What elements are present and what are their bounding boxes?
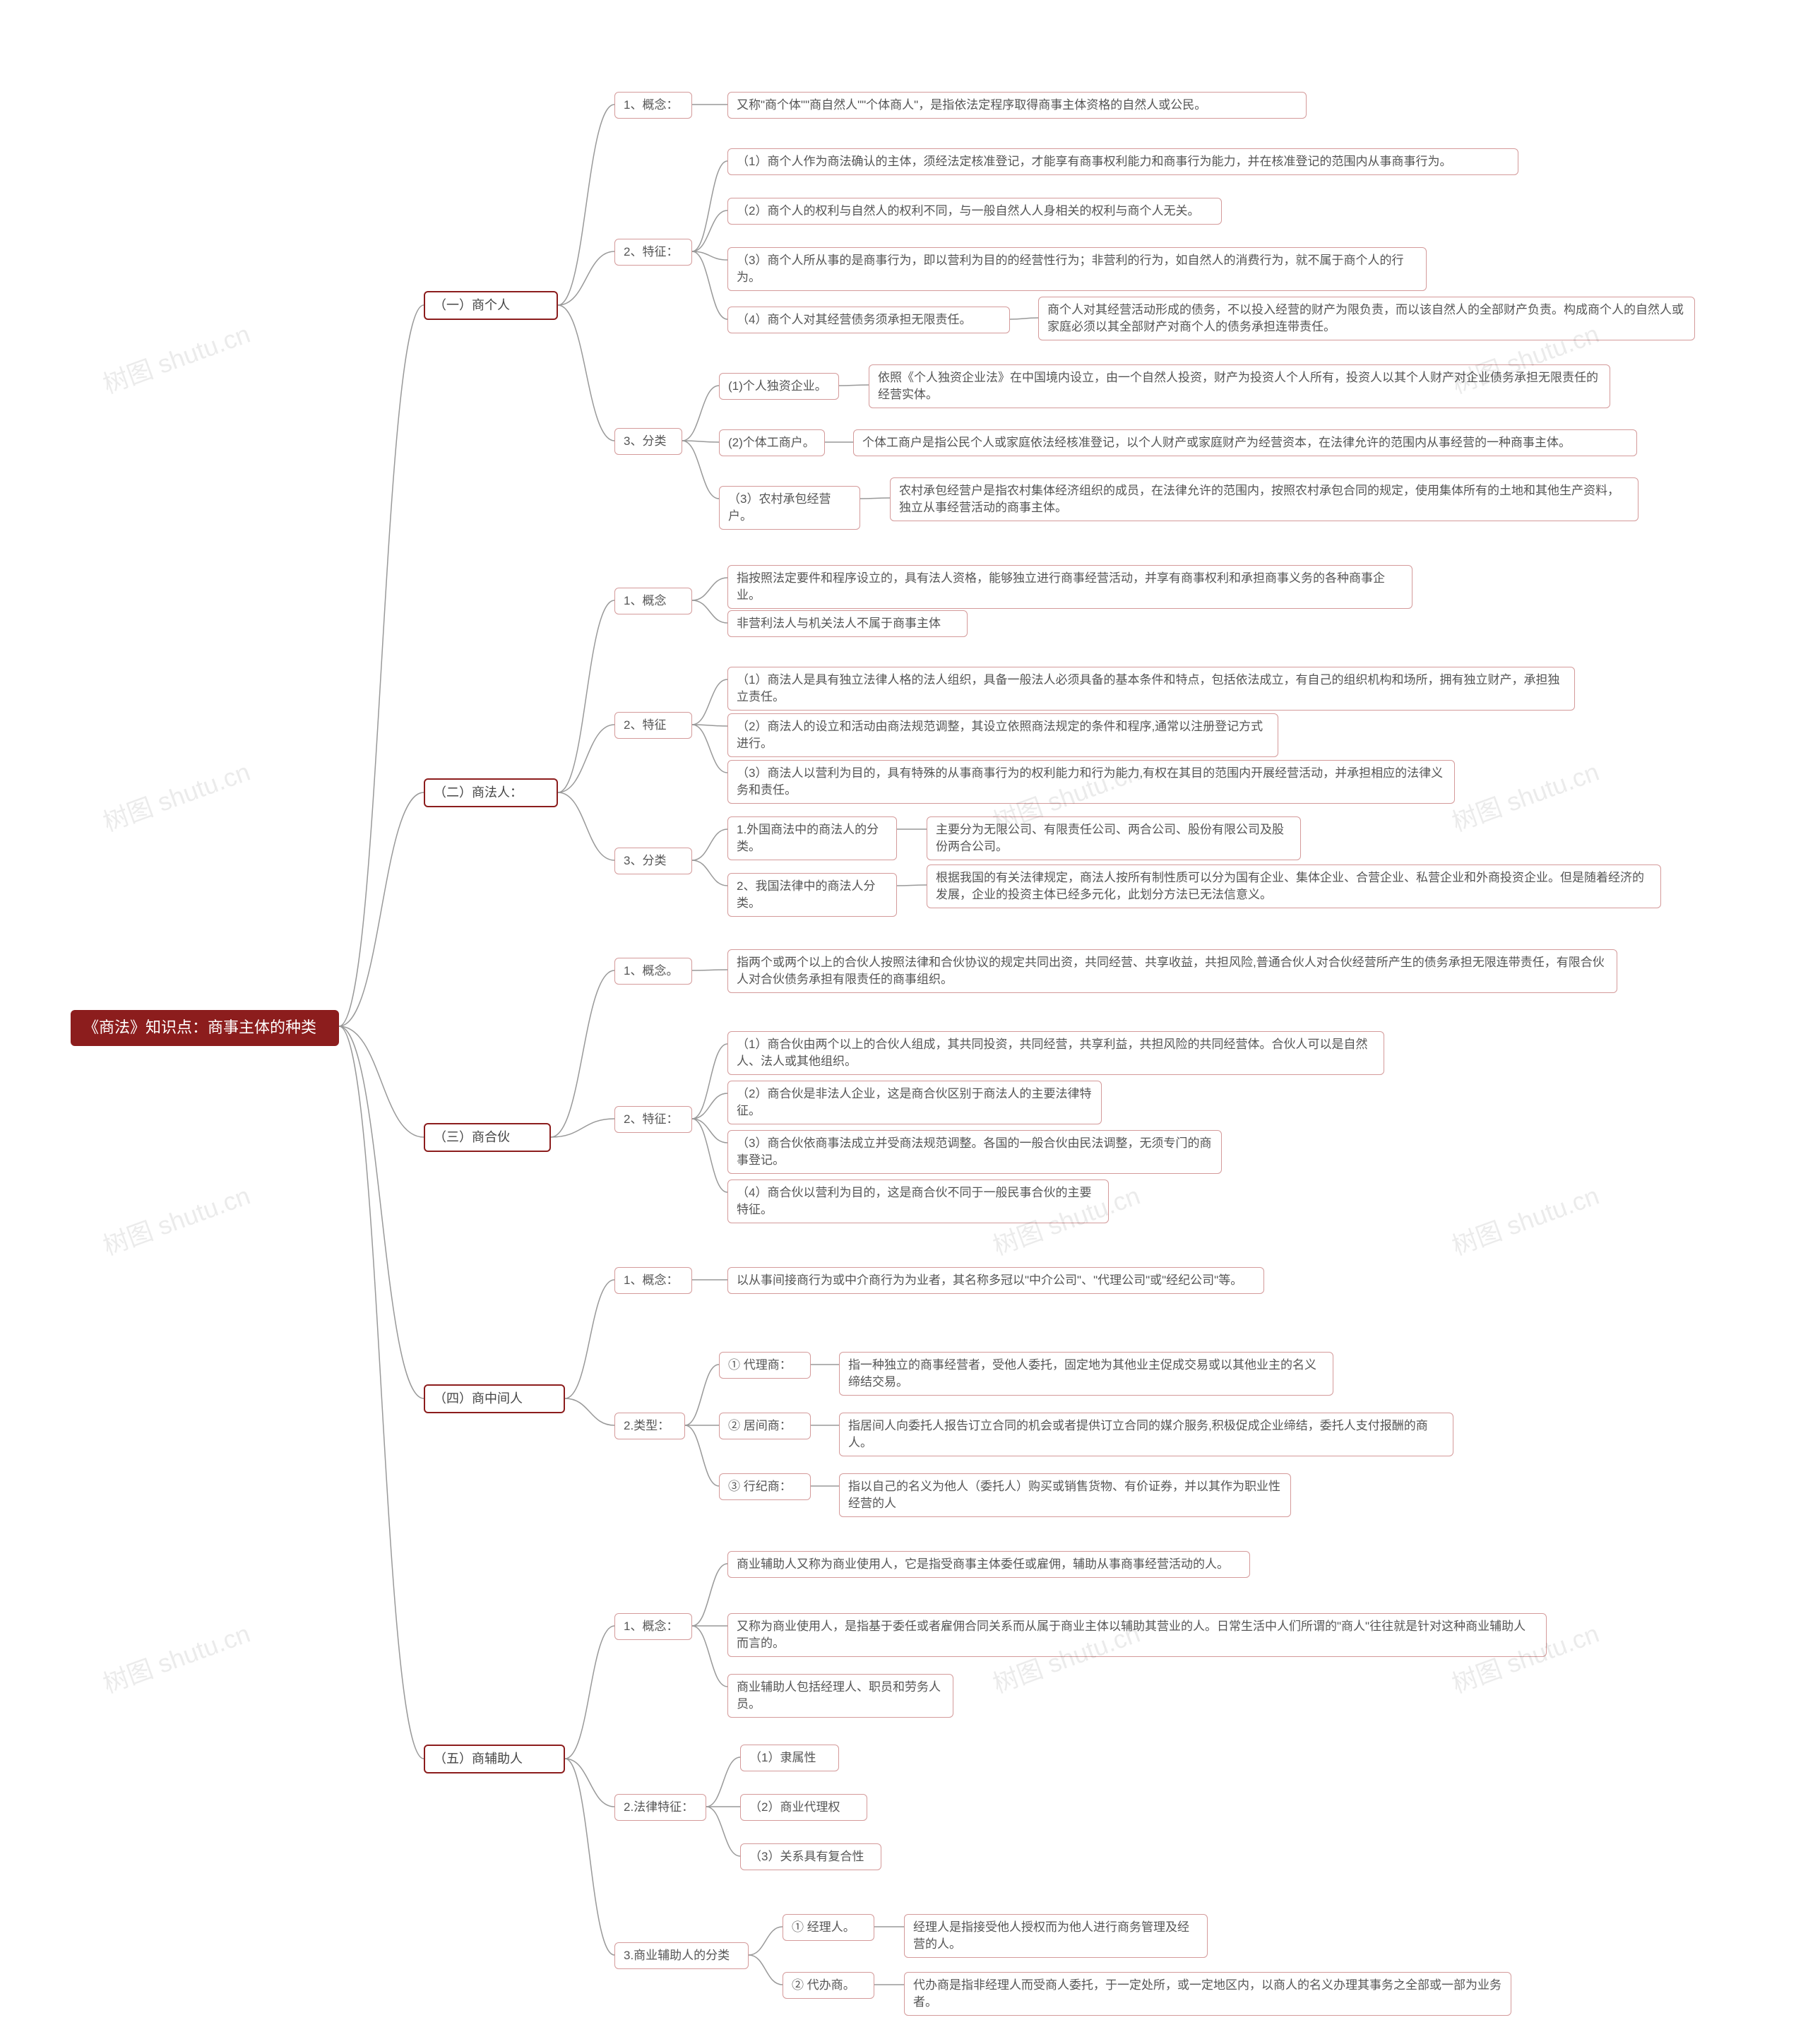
node-n1_3: 3、分类 <box>614 428 682 455</box>
node-n3_1a: 指两个或两个以上的合伙人按照法律和合伙协议的规定共同出资，共同经营、共享收益，共… <box>727 949 1617 993</box>
node-n3_2b: （2）商合伙是非法人企业，这是商合伙区别于商法人的主要法律特征。 <box>727 1081 1102 1124</box>
node-n4_2b1: 指居间人向委托人报告订立合同的机会或者提供订立合同的媒介服务,积极促成企业缔结，… <box>839 1413 1453 1456</box>
node-n5_1c: 商业辅助人包括经理人、职员和劳务人员。 <box>727 1674 953 1718</box>
node-b4: （四）商中间人 <box>424 1384 565 1413</box>
node-n3_2c: （3）商合伙依商事法成立并受商法规范调整。各国的一般合伙由民法调整，无须专门的商… <box>727 1130 1222 1174</box>
node-n2_1: 1、概念 <box>614 588 692 614</box>
node-n2_3a1: 主要分为无限公司、有限责任公司、两合公司、股份有限公司及股份两合公司。 <box>927 816 1301 860</box>
node-n5_3a: ① 经理人。 <box>783 1914 874 1941</box>
node-n5_1: 1、概念： <box>614 1613 692 1640</box>
node-n2_3b: 2、我国法律中的商法人分类。 <box>727 873 897 917</box>
node-n2_3: 3、分类 <box>614 848 692 874</box>
node-n5_2: 2.法律特征： <box>614 1794 706 1821</box>
node-root: 《商法》知识点：商事主体的种类 <box>71 1010 339 1046</box>
node-n1_3c1: 农村承包经营户是指农村集体经济组织的成员，在法律允许的范围内，按照农村承包合同的… <box>890 477 1638 521</box>
node-n2_1b: 非营利法人与机关法人不属于商事主体 <box>727 610 968 637</box>
node-n4_2a: ① 代理商： <box>719 1352 811 1379</box>
node-n5_2b: （2）商业代理权 <box>740 1794 867 1821</box>
node-b2: （二）商法人： <box>424 778 558 807</box>
node-n1_1a: 又称"商个体""商自然人""个体商人"，是指依法定程序取得商事主体资格的自然人或… <box>727 92 1307 119</box>
node-n5_2a: （1）隶属性 <box>740 1745 839 1771</box>
node-n2_2c: （3）商法人以营利为目的，具有特殊的从事商事行为的权利能力和行为能力,有权在其目… <box>727 760 1455 804</box>
node-n3_1: 1、概念。 <box>614 958 692 985</box>
node-n4_2a1: 指一种独立的商事经营者，受他人委托，固定地为其他业主促成交易或以其他业主的名义缔… <box>839 1352 1333 1396</box>
node-n1_2d: （4）商个人对其经营债务须承担无限责任。 <box>727 307 1010 333</box>
watermark: 树图 shutu.cn <box>97 1175 255 1262</box>
node-n1_2: 2、特征： <box>614 239 692 266</box>
node-n2_3b1: 根据我国的有关法律规定，商法人按所有制性质可以分为国有企业、集体企业、合营企业、… <box>927 864 1661 908</box>
node-n1_2b: （2）商个人的权利与自然人的权利不同，与一般自然人人身相关的权利与商个人无关。 <box>727 198 1222 225</box>
node-n4_2: 2.类型： <box>614 1413 685 1439</box>
node-n5_1a: 商业辅助人又称为商业使用人，它是指受商事主体委任或雇佣，辅助从事商事经营活动的人… <box>727 1551 1250 1578</box>
node-n4_2c1: 指以自己的名义为他人（委托人）购买或销售货物、有价证券，并以其作为职业性经营的人 <box>839 1473 1291 1517</box>
node-b5: （五）商辅助人 <box>424 1745 565 1773</box>
node-n5_1b: 又称为商业使用人，是指基于委任或者雇佣合同关系而从属于商业主体以辅助其营业的人。… <box>727 1613 1547 1657</box>
node-n1_3a: (1)个人独资企业。 <box>719 373 839 400</box>
node-n3_2d: （4）商合伙以营利为目的，这是商合伙不同于一般民事合伙的主要特征。 <box>727 1180 1109 1223</box>
node-n2_2: 2、特征 <box>614 712 692 739</box>
watermark: 树图 shutu.cn <box>97 1613 255 1700</box>
node-n4_1: 1、概念： <box>614 1267 692 1294</box>
node-n4_1a: 以从事间接商行为或中介商行为为业者，其名称多冠以"中介公司"、"代理公司"或"经… <box>727 1267 1264 1294</box>
node-n3_2: 2、特征： <box>614 1106 692 1133</box>
node-n2_3a: 1.外国商法中的商法人的分类。 <box>727 816 897 860</box>
node-n3_2a: （1）商合伙由两个以上的合伙人组成，其共同投资，共同经营，共享利益，共担风险的共… <box>727 1031 1384 1075</box>
node-n1_3a1: 依照《个人独资企业法》在中国境内设立，由一个自然人投资，财产为投资人个人所有，投… <box>869 364 1610 408</box>
node-n4_2c: ③ 行纪商： <box>719 1473 811 1500</box>
node-n5_3: 3.商业辅助人的分类 <box>614 1942 749 1969</box>
node-n1_3b: (2)个体工商户。 <box>719 429 825 456</box>
node-n1_3b1: 个体工商户是指公民个人或家庭依法经核准登记，以个人财产或家庭财产为经营资本，在法… <box>853 429 1637 456</box>
node-n5_3b: ② 代办商。 <box>783 1972 874 1999</box>
node-n1_2d1: 商个人对其经营活动形成的债务，不以投入经营的财产为限负责，而以该自然人的全部财产… <box>1038 297 1695 340</box>
watermark: 树图 shutu.cn <box>1446 751 1604 838</box>
node-n5_3b1: 代办商是指非经理人而受商人委托，于一定处所，或一定地区内，以商人的名义办理其事务… <box>904 1972 1511 2016</box>
node-n1_3c: （3）农村承包经营户。 <box>719 486 860 530</box>
node-n5_2c: （3）关系具有复合性 <box>740 1843 881 1870</box>
node-n4_2b: ② 居间商： <box>719 1413 811 1439</box>
node-b1: （一）商个人 <box>424 291 558 320</box>
watermark: 树图 shutu.cn <box>97 751 255 838</box>
watermark: 树图 shutu.cn <box>1446 1175 1604 1262</box>
node-n2_2a: （1）商法人是具有独立法律人格的法人组织，具备一般法人必须具备的基本条件和特点，… <box>727 667 1575 711</box>
node-n1_2a: （1）商个人作为商法确认的主体，须经法定核准登记，才能享有商事权利能力和商事行为… <box>727 148 1518 175</box>
node-n1_1: 1、概念： <box>614 92 692 119</box>
node-n5_3a1: 经理人是指接受他人授权而为他人进行商务管理及经营的人。 <box>904 1914 1208 1958</box>
node-n2_1a: 指按照法定要件和程序设立的，具有法人资格，能够独立进行商事经营活动，并享有商事权… <box>727 565 1412 609</box>
node-n1_2c: （3）商个人所从事的是商事行为，即以营利为目的的经营性行为；非营利的行为，如自然… <box>727 247 1427 291</box>
node-n2_2b: （2）商法人的设立和活动由商法规范调整，其设立依照商法规定的条件和程序,通常以注… <box>727 713 1278 757</box>
watermark: 树图 shutu.cn <box>97 314 255 400</box>
node-b3: （三）商合伙 <box>424 1123 551 1152</box>
